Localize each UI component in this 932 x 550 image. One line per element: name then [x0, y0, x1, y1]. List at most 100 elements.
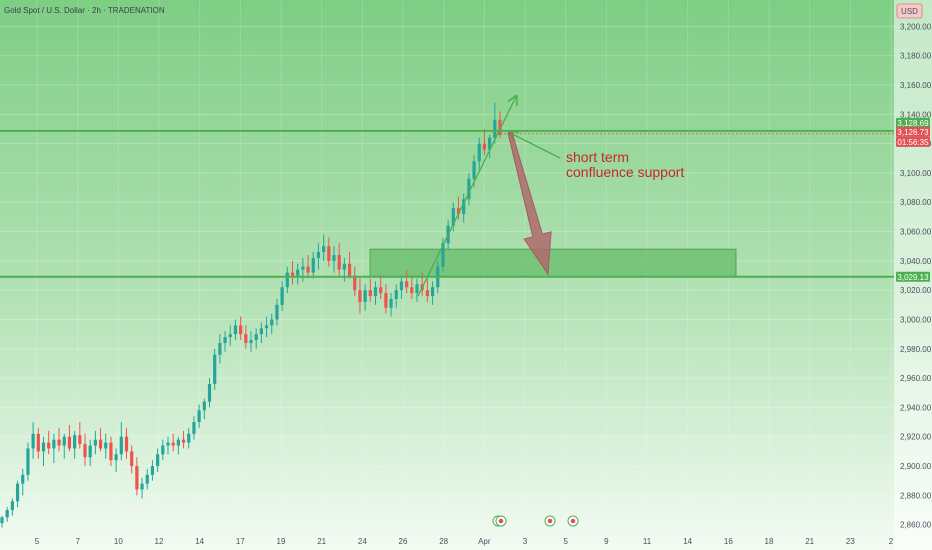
trendline-arrow	[417, 97, 516, 297]
candle-body	[187, 433, 191, 443]
candle-body	[399, 281, 404, 291]
y-tick-label: 3,200.00	[900, 22, 932, 31]
candle-body	[285, 272, 289, 288]
price-tag[interactable]: 3,126.73	[896, 126, 930, 137]
candle	[109, 436, 113, 467]
candle	[202, 398, 206, 420]
candle	[223, 331, 227, 352]
candle-body	[223, 337, 227, 343]
candle-body	[316, 252, 321, 258]
candle	[114, 448, 118, 472]
candle-body	[21, 474, 25, 484]
candle-body	[405, 281, 409, 288]
candle-body	[249, 340, 253, 343]
candle-body	[62, 436, 66, 446]
y-tick-label: 3,180.00	[900, 52, 932, 61]
candle	[52, 433, 56, 464]
y-tick-label: 3,040.00	[900, 257, 932, 266]
candle-body	[290, 272, 295, 276]
candle	[482, 128, 487, 156]
x-tick-label: 9	[604, 537, 609, 546]
candle	[363, 284, 367, 311]
y-tick-label: 3,020.00	[900, 286, 932, 295]
candle	[171, 433, 175, 452]
candle-body	[228, 334, 232, 338]
event-icon[interactable]	[544, 515, 556, 527]
candle-body	[259, 328, 263, 335]
candle	[218, 334, 222, 364]
candle-body	[0, 517, 4, 524]
target-down-arrow	[507, 131, 552, 276]
annotation-pointer-arrow	[510, 133, 561, 159]
price-tag[interactable]: 3,029.13	[896, 271, 930, 282]
candle	[311, 252, 315, 279]
candle	[166, 436, 170, 455]
y-tick-label: 3,000.00	[900, 315, 932, 324]
candle	[47, 430, 51, 455]
candle	[264, 316, 269, 338]
candle-body	[254, 334, 258, 341]
candle	[353, 266, 357, 297]
event-icon[interactable]	[495, 515, 507, 527]
candle-body	[430, 287, 435, 297]
candle-body	[192, 422, 196, 434]
candle-body	[239, 325, 243, 335]
candle-body	[373, 287, 378, 297]
candle-body	[337, 255, 341, 270]
candle	[384, 284, 388, 314]
candle	[285, 266, 289, 294]
candle	[462, 193, 466, 223]
candle-body	[389, 298, 393, 308]
candle	[187, 427, 191, 449]
candle	[373, 281, 378, 305]
candle-body	[124, 436, 129, 452]
candle	[228, 325, 232, 346]
x-tick-label: 19	[277, 537, 286, 546]
candle-body	[347, 263, 352, 276]
candle-body	[301, 266, 305, 270]
candle-body	[425, 290, 429, 297]
event-icon[interactable]	[567, 515, 579, 527]
price-tag[interactable]: 01:56:35	[896, 136, 930, 147]
candle-body	[104, 442, 108, 449]
candle-body	[342, 263, 346, 270]
candle	[405, 269, 409, 294]
candle-body	[493, 120, 497, 138]
candle	[347, 252, 352, 279]
candle-body	[171, 442, 175, 446]
candle-body	[150, 466, 155, 475]
candle-body	[296, 269, 300, 276]
currency-label: USD	[901, 7, 918, 16]
y-tick-label: 3,080.00	[900, 198, 932, 207]
x-tick-label: 23	[846, 537, 855, 546]
candle	[10, 498, 14, 516]
support-zone	[369, 248, 737, 278]
candle-body	[477, 143, 481, 162]
candle	[150, 460, 155, 481]
y-tick-label: 3,060.00	[900, 228, 932, 237]
candle	[88, 439, 92, 467]
candle-body	[306, 266, 310, 273]
grid	[0, 0, 894, 532]
candle-body	[311, 257, 315, 273]
candle-body	[130, 451, 134, 467]
candle	[477, 137, 481, 171]
x-tick-label: 17	[236, 537, 245, 546]
candle-body	[114, 454, 118, 461]
currency-badge[interactable]: USD	[896, 3, 923, 19]
candle	[280, 281, 284, 311]
y-tick-label: 2,940.00	[900, 403, 932, 412]
candle	[451, 202, 455, 232]
candle-body	[67, 436, 72, 449]
candle	[181, 430, 186, 449]
price-tag[interactable]: 3,128.69	[896, 117, 930, 128]
candle-body	[410, 287, 414, 294]
candle-body	[119, 436, 123, 455]
candle	[410, 275, 414, 299]
candle	[394, 284, 398, 308]
annotation-line-1: short term	[566, 149, 629, 165]
candle	[213, 348, 217, 390]
